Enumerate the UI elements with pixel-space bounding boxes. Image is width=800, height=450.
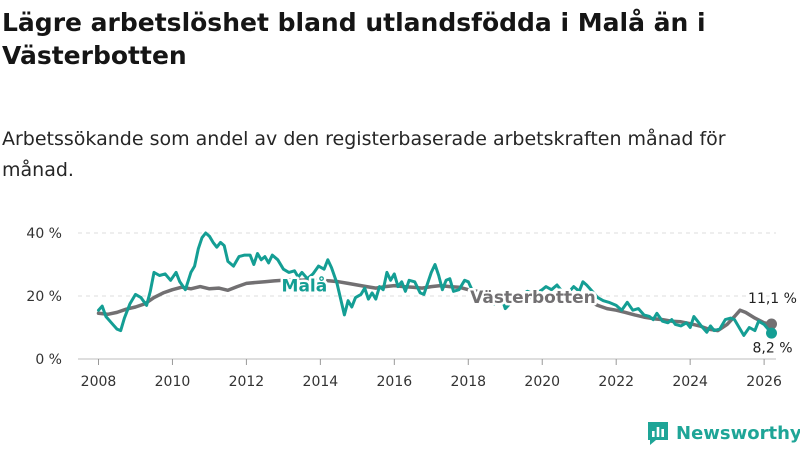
series-line-vasterbotten [96, 277, 774, 333]
x-tick-label: 2018 [450, 374, 486, 390]
y-tick-label: 0 % [35, 352, 62, 368]
chart-title: Lägre arbetslöshet bland utlandsfödda i … [2, 8, 706, 70]
x-tick-label: 2024 [672, 374, 708, 390]
x-tick-label: 2026 [746, 374, 782, 390]
y-tick-label: 20 % [26, 289, 62, 305]
brand-name: Newsworthy [676, 422, 800, 444]
series-label-mala: Malå [282, 274, 328, 296]
series-line-mala [97, 231, 773, 337]
x-tick-label: 2010 [155, 374, 191, 390]
end-label-mala: 8,2 % [752, 340, 792, 356]
y-tick-label: 40 % [26, 226, 62, 242]
series-label-vasterbotten: Västerbotten [470, 288, 596, 308]
x-tick-label: 2020 [524, 374, 560, 390]
axes: 0 % 20 % 40 % 2008 2010 2012 2014 2016 2018 2020 2… [26, 226, 782, 390]
series-lines [96, 231, 778, 339]
series-labels: Malå Västerbotten 11,1 % 8,2 % [279, 272, 799, 359]
x-tick-label: 2012 [229, 374, 265, 390]
newsworthy-logo-icon [648, 422, 668, 445]
x-tick-label: 2008 [81, 374, 117, 390]
x-tick-label: 2016 [377, 374, 413, 390]
end-label-vasterbotten: 11,1 % [748, 291, 797, 307]
chart-subtitle: Arbetssökande som andel av den registerb… [2, 128, 726, 181]
x-tick-label: 2022 [598, 374, 634, 390]
gridlines [78, 232, 776, 360]
newsworthy-brand[interactable]: Newsworthy [646, 418, 800, 448]
end-point-mala [766, 327, 778, 339]
x-tick-label: 2014 [303, 374, 339, 390]
end-point-vasterbotten [766, 318, 778, 330]
